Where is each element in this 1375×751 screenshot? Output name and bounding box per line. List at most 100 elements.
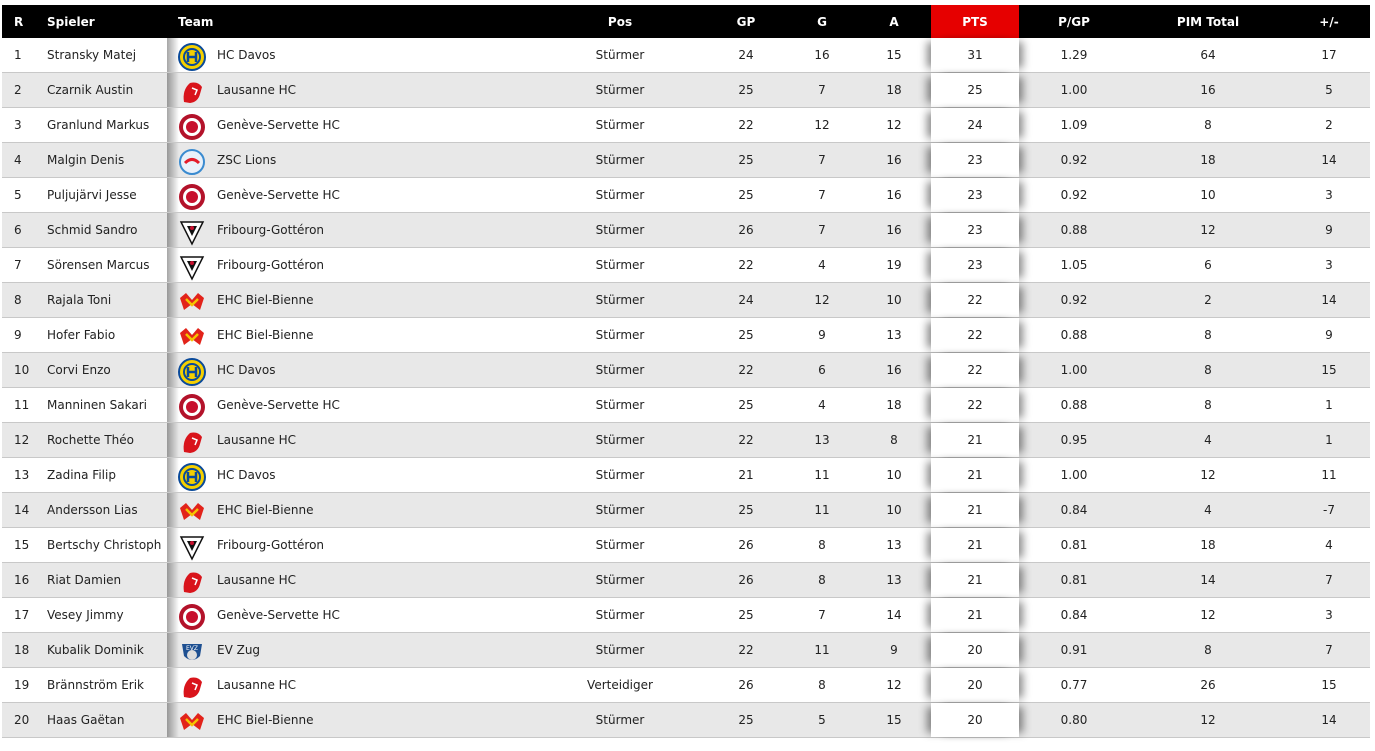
header-pts[interactable]: PTS xyxy=(962,14,988,29)
team-name[interactable]: ZSC Lions xyxy=(217,153,277,167)
player-name[interactable]: Hofer Fabio xyxy=(47,328,116,342)
table-row[interactable]: 20 Haas Gaëtan EHC Biel-Bienne Stürmer 25 5 15… xyxy=(2,703,1370,738)
rank: 9 xyxy=(14,328,22,342)
rank: 13 xyxy=(14,468,30,482)
team-name[interactable]: EHC Biel-Bienne xyxy=(217,293,314,307)
penalty-minutes: 8 xyxy=(1204,363,1212,377)
team-name[interactable]: Genève-Servette HC xyxy=(217,398,340,412)
table-row[interactable]: 2 Czarnik Austin Lausanne HC Stürmer 25 7 18 25… xyxy=(2,73,1370,108)
table-row[interactable]: 12 Rochette Théo Lausanne HC Stürmer 22 13 8 21… xyxy=(2,423,1370,458)
column-shadow xyxy=(167,178,179,212)
team-name[interactable]: Lausanne HC xyxy=(217,678,297,692)
table-row[interactable]: 13 Zadina Filip HC Davos Stürmer 21 11 10 21 1.0… xyxy=(2,458,1370,493)
team-name[interactable]: Fribourg-Gottéron xyxy=(217,258,325,272)
points: 21 xyxy=(967,538,983,552)
player-name[interactable]: Andersson Lias xyxy=(47,503,138,517)
assists: 15 xyxy=(886,48,902,62)
table-row[interactable]: 14 Andersson Lias EHC Biel-Bienne Stürmer 25… xyxy=(2,493,1370,528)
plus-minus: 7 xyxy=(1325,643,1333,657)
pts-column-highlight xyxy=(931,563,1019,597)
table-row[interactable]: 16 Riat Damien Lausanne HC Stürmer 26 8 13 21 0.… xyxy=(2,563,1370,598)
header-gp[interactable]: GP xyxy=(736,14,756,29)
table-row[interactable]: 4 Malgin Denis ZSC Lions Stürmer 25 7 16 23 0.92… xyxy=(2,143,1370,178)
table-row[interactable]: 5 Puljujärvi Jesse Genève-Servette HC Stürm… xyxy=(2,178,1370,213)
table-row[interactable]: 17 Vesey Jimmy Genève-Servette HC Stürmer 25… xyxy=(2,598,1370,633)
team-name[interactable]: Genève-Servette HC xyxy=(217,188,340,202)
player-name[interactable]: Bertschy Christoph xyxy=(47,538,162,552)
header-player[interactable]: Spieler xyxy=(47,14,95,29)
player-name[interactable]: Sörensen Marcus xyxy=(47,258,150,272)
goals: 7 xyxy=(818,153,826,167)
pts-column-highlight xyxy=(931,423,1019,457)
pts-column-highlight xyxy=(931,458,1019,492)
column-shadow xyxy=(167,248,179,282)
player-name[interactable]: Schmid Sandro xyxy=(47,223,138,237)
player-name[interactable]: Granlund Markus xyxy=(47,118,150,132)
points-per-game: 0.77 xyxy=(1060,678,1088,692)
games-played: 24 xyxy=(738,293,754,307)
team-name[interactable]: EHC Biel-Bienne xyxy=(217,713,314,727)
player-name[interactable]: Rochette Théo xyxy=(47,433,134,447)
table-row[interactable]: 1 Stransky Matej HC Davos Stürmer 24 16 15 31 1.… xyxy=(2,38,1370,73)
team-name[interactable]: EHC Biel-Bienne xyxy=(217,328,314,342)
player-name[interactable]: Vesey Jimmy xyxy=(47,608,124,622)
player-name[interactable]: Zadina Filip xyxy=(47,468,116,482)
assists: 12 xyxy=(886,118,902,132)
player-name[interactable]: Czarnik Austin xyxy=(47,83,134,97)
table-row[interactable]: 10 Corvi Enzo HC Davos Stürmer 22 6 16 22 1.00 8 1… xyxy=(2,353,1370,388)
team-name[interactable]: Lausanne HC xyxy=(217,573,297,587)
points-per-game: 1.05 xyxy=(1060,258,1088,272)
header-pos[interactable]: Pos xyxy=(607,14,633,29)
team-name[interactable]: HC Davos xyxy=(217,48,276,62)
header-ppg[interactable]: P/GP xyxy=(1058,14,1090,29)
player-name[interactable]: Kubalik Dominik xyxy=(47,643,144,657)
table-row[interactable]: 9 Hofer Fabio EHC Biel-Bienne Stürmer 25 9 13 2… xyxy=(2,318,1370,353)
plus-minus: 2 xyxy=(1325,118,1333,132)
team-name[interactable]: Fribourg-Gottéron xyxy=(217,223,325,237)
team-name[interactable]: HC Davos xyxy=(217,363,276,377)
goals: 11 xyxy=(814,503,830,517)
header-pim[interactable]: PIM Total xyxy=(1176,14,1240,29)
header-a[interactable]: A xyxy=(889,14,899,29)
team-name[interactable]: Lausanne HC xyxy=(217,83,297,97)
header-team[interactable]: Team xyxy=(178,14,214,29)
team-name[interactable]: EV Zug xyxy=(217,643,261,657)
player-name[interactable]: Corvi Enzo xyxy=(47,363,111,377)
player-name[interactable]: Stransky Matej xyxy=(47,48,137,62)
table-row[interactable]: 19 Brännström Erik Lausanne HC Verteidiger 2… xyxy=(2,668,1370,703)
team-name[interactable]: Genève-Servette HC xyxy=(217,118,340,132)
table-row[interactable]: 8 Rajala Toni EHC Biel-Bienne Stürmer 24 12 10… xyxy=(2,283,1370,318)
table-row[interactable]: 6 Schmid Sandro Fribourg-Gottéron Stürmer 26… xyxy=(2,213,1370,248)
team-name[interactable]: EHC Biel-Bienne xyxy=(217,503,314,517)
player-name[interactable]: Malgin Denis xyxy=(47,153,125,167)
position: Stürmer xyxy=(595,538,645,552)
player-name[interactable]: Riat Damien xyxy=(47,573,122,587)
games-played: 22 xyxy=(738,363,754,377)
header-g[interactable]: G xyxy=(817,14,827,29)
player-name[interactable]: Manninen Sakari xyxy=(47,398,147,412)
header-rank[interactable]: R xyxy=(14,14,24,29)
penalty-minutes: 12 xyxy=(1200,223,1216,237)
player-name[interactable]: Rajala Toni xyxy=(47,293,112,307)
table-row[interactable]: 15 Bertschy Christoph Fribourg-Gottéron Stü… xyxy=(2,528,1370,563)
team-name[interactable]: Genève-Servette HC xyxy=(217,608,340,622)
plus-minus: 3 xyxy=(1325,608,1333,622)
team-name[interactable]: HC Davos xyxy=(217,468,276,482)
table-row[interactable]: 3 Granlund Markus Genève-Servette HC Stürme… xyxy=(2,108,1370,143)
pts-column-highlight xyxy=(931,73,1019,107)
player-name[interactable]: Brännström Erik xyxy=(47,678,145,692)
team-name[interactable]: Fribourg-Gottéron xyxy=(217,538,325,552)
goals: 7 xyxy=(818,83,826,97)
penalty-minutes: 2 xyxy=(1204,293,1212,307)
column-shadow xyxy=(167,318,179,352)
assists: 14 xyxy=(886,608,902,622)
player-name[interactable]: Haas Gaëtan xyxy=(47,713,125,727)
header-plus-minus[interactable]: +/- xyxy=(1319,14,1339,29)
points-per-game: 0.92 xyxy=(1060,153,1088,167)
team-name[interactable]: Lausanne HC xyxy=(217,433,297,447)
table-row[interactable]: 11 Manninen Sakari Genève-Servette HC Stürm… xyxy=(2,388,1370,423)
table-row[interactable]: EVZ 18 Kubalik Dominik EV Zug Stürmer 22 11 9 20… xyxy=(2,633,1370,668)
player-name[interactable]: Puljujärvi Jesse xyxy=(47,188,137,202)
table-row[interactable]: 7 Sörensen Marcus Fribourg-Gottéron Stürmer… xyxy=(2,248,1370,283)
team-logo-lausanne-icon xyxy=(183,82,202,103)
